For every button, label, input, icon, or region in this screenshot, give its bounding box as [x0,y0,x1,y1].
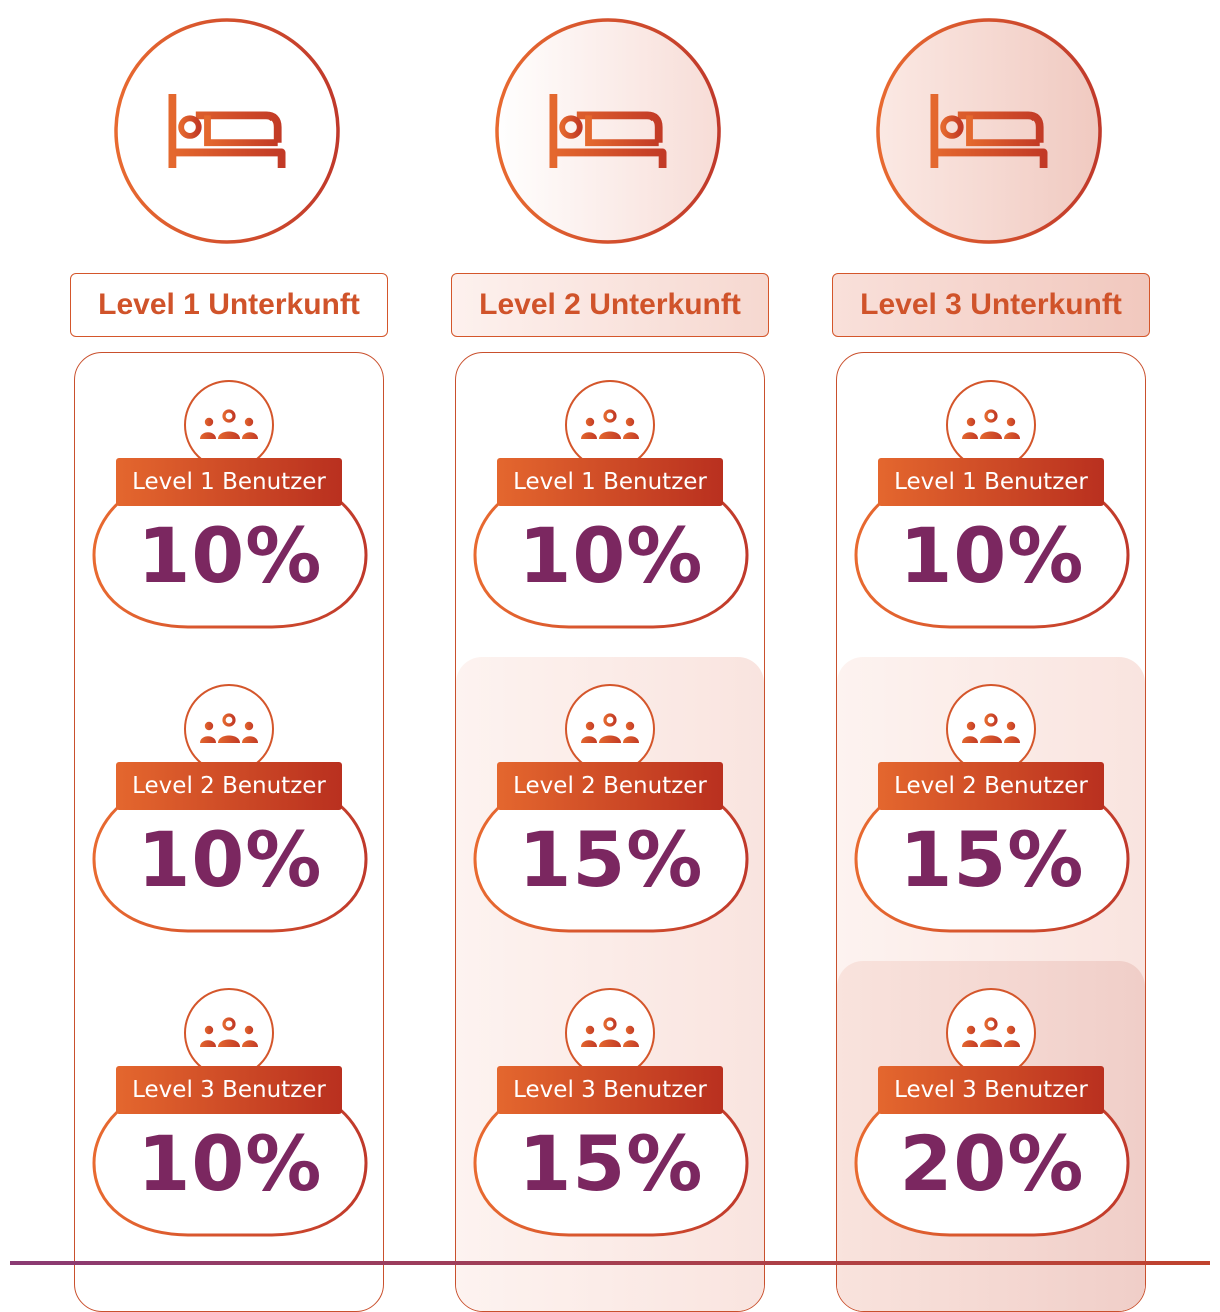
users-group-icon [199,1017,259,1051]
user-level-label: Level 2 Benutzer [116,762,342,810]
user-tier: 15% Level 2 Benutzer [473,684,749,934]
badge-ring [876,18,1102,244]
users-group-icon [580,1017,640,1051]
user-level-label: Level 2 Benutzer [878,762,1104,810]
discount-value: 20% [899,1119,1085,1208]
user-tier: 10% Level 2 Benutzer [92,684,368,934]
accommodation-badge [876,18,1102,244]
accommodation-badge [495,18,721,244]
user-badge [184,380,274,470]
user-tier: 20% Level 3 Benutzer [854,988,1130,1238]
discount-value: 10% [899,511,1085,600]
discount-value: 10% [137,511,323,600]
accommodation-level-title: Level 3 Unterkunft [832,273,1150,337]
user-tier: 15% Level 2 Benutzer [854,684,1130,934]
user-badge [565,380,655,470]
user-badge [946,988,1036,1078]
accommodation-column-level-2: Level 2 Unterkunft 10% Level 1 Benutzer … [411,0,811,1312]
users-group-icon [961,409,1021,443]
bed-icon [549,92,667,170]
user-badge [565,684,655,774]
accommodation-column-level-3: Level 3 Unterkunft 10% Level 1 Benutzer … [792,0,1192,1312]
accommodation-badge [114,18,340,244]
user-badge [565,988,655,1078]
user-level-label: Level 2 Benutzer [497,762,723,810]
badge-ring [495,18,721,244]
user-tier: 15% Level 3 Benutzer [473,988,749,1238]
user-level-label: Level 1 Benutzer [116,458,342,506]
user-level-label: Level 3 Benutzer [497,1066,723,1114]
badge-ring [114,18,340,244]
discount-value: 15% [899,815,1085,904]
accommodation-column-level-1: Level 1 Unterkunft 10% Level 1 Benutzer … [30,0,430,1312]
bed-icon [930,92,1048,170]
bottom-divider [10,1261,1210,1265]
user-badge [184,684,274,774]
users-group-icon [199,409,259,443]
users-group-icon [580,713,640,747]
bed-icon [168,92,286,170]
user-badge [184,988,274,1078]
user-level-label: Level 3 Benutzer [116,1066,342,1114]
user-tier: 10% Level 1 Benutzer [92,380,368,630]
users-group-icon [961,1017,1021,1051]
user-badge [946,684,1036,774]
user-level-label: Level 1 Benutzer [878,458,1104,506]
discount-value: 10% [137,815,323,904]
user-badge [946,380,1036,470]
user-level-label: Level 1 Benutzer [497,458,723,506]
user-tier: 10% Level 1 Benutzer [854,380,1130,630]
users-group-icon [580,409,640,443]
discount-value: 10% [518,511,704,600]
accommodation-level-title: Level 2 Unterkunft [451,273,769,337]
accommodation-level-title: Level 1 Unterkunft [70,273,388,337]
user-tier: 10% Level 3 Benutzer [92,988,368,1238]
discount-value: 10% [137,1119,323,1208]
user-level-label: Level 3 Benutzer [878,1066,1104,1114]
users-group-icon [961,713,1021,747]
user-tier: 10% Level 1 Benutzer [473,380,749,630]
discount-value: 15% [518,815,704,904]
discount-value: 15% [518,1119,704,1208]
users-group-icon [199,713,259,747]
